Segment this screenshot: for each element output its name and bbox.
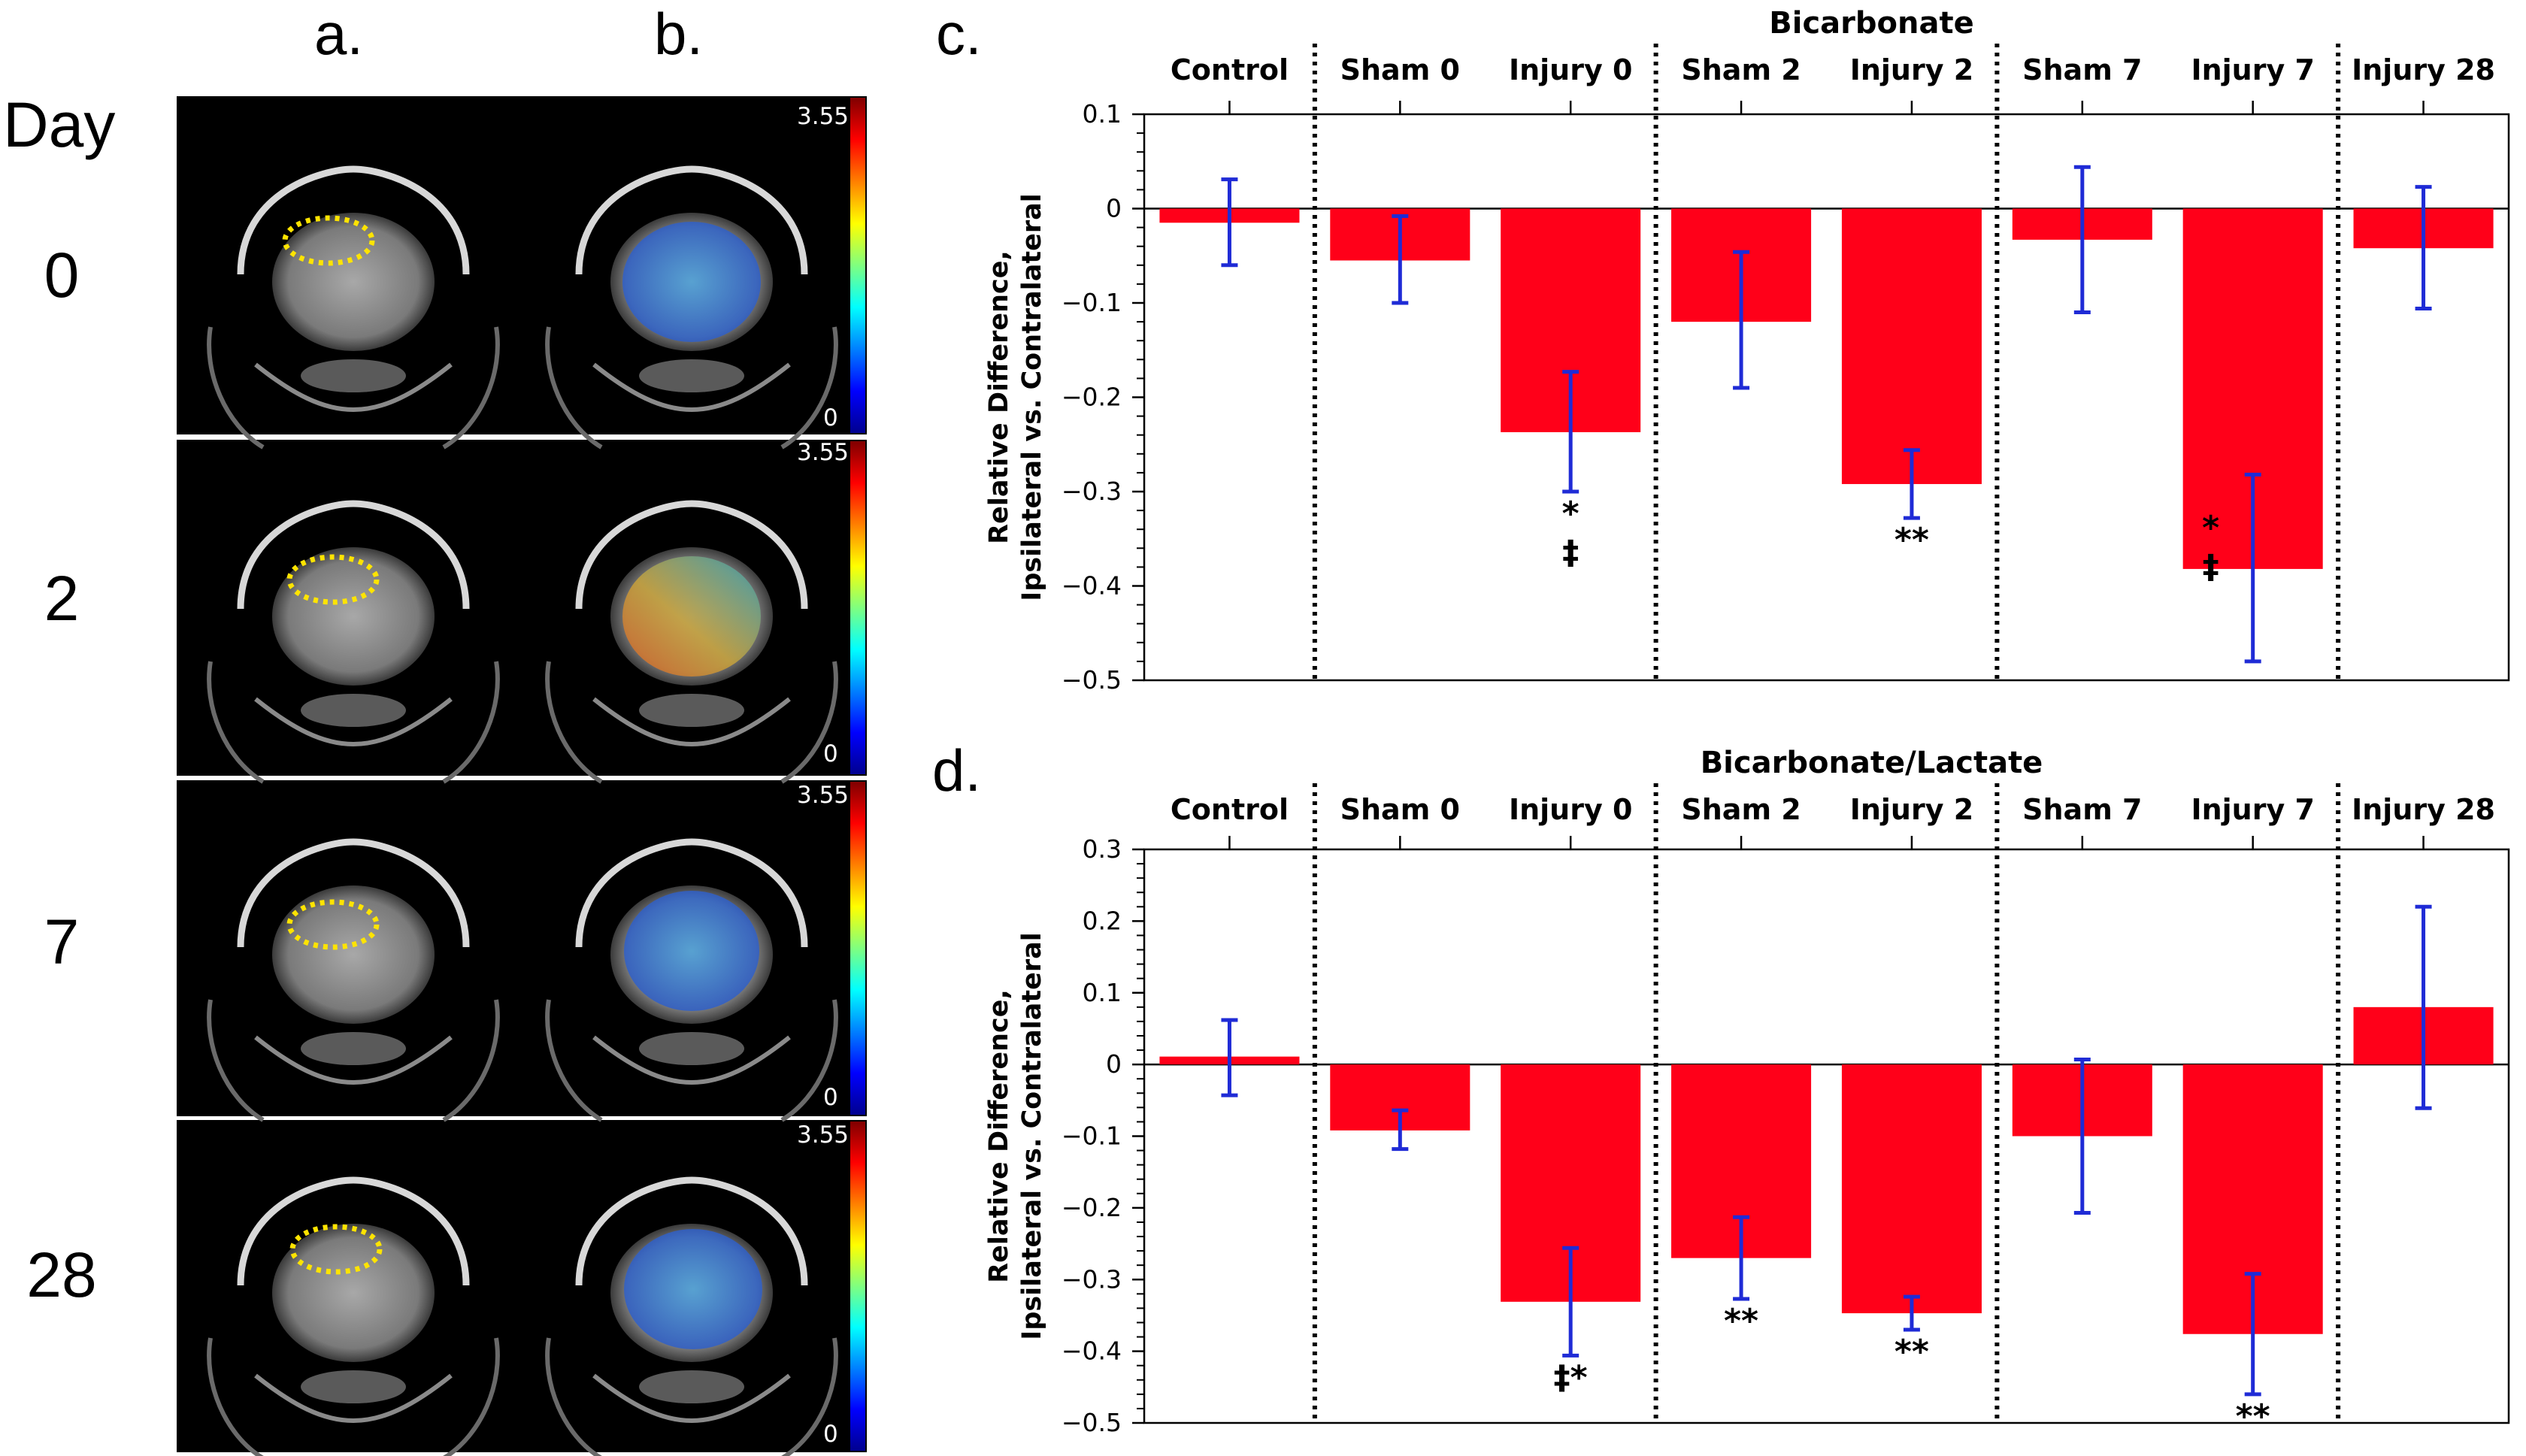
y-tick-label: −0.4 (1062, 1336, 1122, 1366)
colorbar-day0 (850, 98, 865, 433)
significance-annotation: ** (1894, 1333, 1929, 1371)
y-tick-label: −0.5 (1062, 1408, 1122, 1437)
y-tick-label: −0.1 (1062, 288, 1122, 317)
category-label: Injury 28 (2352, 53, 2495, 86)
category-label: Injury 0 (1509, 53, 1632, 86)
colorbar-max-label: 3.55 (797, 103, 850, 130)
category-label: Injury 7 (2191, 53, 2314, 86)
significance-annotation: * (1562, 495, 1580, 533)
panel-label-d: d. (932, 737, 982, 804)
colorbar-min-label: 0 (823, 404, 838, 431)
y-tick-label: 0 (1106, 194, 1122, 223)
chart-title: Bicarbonate (1769, 6, 1973, 41)
y-tick-label: −0.1 (1062, 1122, 1122, 1151)
category-label: Injury 28 (2352, 793, 2495, 826)
overlay-day2 (622, 556, 761, 677)
y-tick-label: −0.2 (1062, 1193, 1122, 1222)
category-label: Injury 7 (2191, 793, 2314, 826)
category-label: Sham 7 (2022, 793, 2142, 826)
significance-annotation: ** (1724, 1302, 1758, 1340)
colorbar-min-label: 0 (823, 740, 838, 767)
y-tick-label: 0.3 (1083, 834, 1122, 864)
col-label-a: a. (314, 1, 364, 67)
significance-annotation: ‡* (1554, 1358, 1588, 1397)
chart-title: Bicarbonate/Lactate (1701, 746, 2043, 780)
bar (1841, 1064, 1982, 1314)
y-tick-label: −0.3 (1062, 1264, 1122, 1294)
colorbar-max-label: 3.55 (797, 1122, 850, 1149)
category-label: Sham 0 (1340, 793, 1460, 826)
category-label: Sham 0 (1340, 53, 1460, 86)
y-axis-label-line2: Ipsilateral vs. Contralateral (1017, 193, 1047, 601)
col-label-b: b. (654, 1, 704, 67)
category-label: Sham 2 (1681, 793, 1801, 826)
colorbar-day7 (850, 782, 865, 1115)
day-label-7: 7 (44, 907, 80, 977)
roi-ellipse-day2 (286, 554, 380, 605)
colorbar-day2 (850, 441, 865, 774)
colorbar-max-label: 3.55 (797, 782, 850, 809)
day-label-0: 0 (44, 240, 80, 310)
roi-ellipse-day28 (289, 1224, 383, 1275)
category-label: Injury 0 (1509, 793, 1632, 826)
significance-annotation: ‡ (1562, 534, 1579, 572)
y-tick-label: −0.3 (1062, 477, 1122, 506)
roi-ellipse-day7 (286, 899, 380, 950)
y-tick-label: 0.1 (1083, 978, 1122, 1007)
significance-annotation: ** (2236, 1397, 2270, 1436)
overlay-day0 (622, 222, 761, 342)
category-label: Sham 2 (1681, 53, 1801, 86)
y-tick-label: −0.4 (1062, 571, 1122, 601)
day-label-2: 2 (44, 563, 80, 634)
category-label: Injury 2 (1850, 53, 1973, 86)
colorbar-min-label: 0 (823, 1421, 838, 1448)
y-axis-label-line1: Relative Difference, (984, 989, 1014, 1283)
y-tick-label: 0 (1106, 1049, 1122, 1079)
bar (1841, 208, 1982, 484)
significance-annotation: ** (1894, 521, 1929, 559)
colorbar-min-label: 0 (823, 1084, 838, 1111)
category-label: Control (1171, 53, 1289, 86)
y-axis-label-line2: Ipsilateral vs. Contralateral (1017, 932, 1047, 1339)
panel-label-c: c. (936, 1, 982, 67)
y-tick-label: −0.5 (1062, 665, 1122, 695)
y-tick-label: −0.2 (1062, 383, 1122, 412)
y-tick-label: 0.1 (1083, 99, 1122, 129)
day-row-title: Day (3, 89, 116, 160)
category-label: Sham 7 (2022, 53, 2142, 86)
day-label-28: 28 (26, 1240, 97, 1310)
y-axis-label-line1: Relative Difference, (984, 250, 1014, 544)
category-label: Control (1171, 793, 1289, 826)
roi-ellipse-day0 (282, 215, 375, 266)
colorbar-max-label: 3.55 (797, 439, 850, 466)
significance-annotation: ‡ (2203, 548, 2219, 586)
y-tick-label: 0.2 (1083, 906, 1122, 935)
colorbar-day28 (850, 1122, 865, 1451)
overlay-day7 (624, 891, 759, 1011)
overlay-day28 (624, 1229, 762, 1349)
significance-annotation: * (2202, 509, 2219, 547)
category-label: Injury 2 (1850, 793, 1973, 826)
